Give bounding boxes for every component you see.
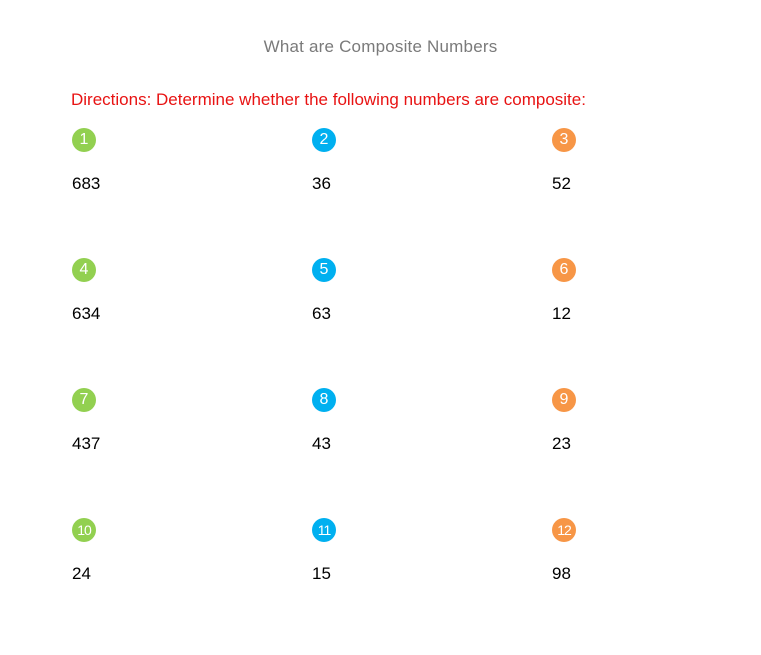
problem-item: 8 43: [312, 388, 512, 468]
problem-value: 43: [312, 434, 331, 453]
problem-number-badge: 3: [552, 128, 576, 152]
problem-item: 6 12: [552, 258, 752, 338]
problem-number-badge: 7: [72, 388, 96, 412]
problem-value: 683: [72, 174, 101, 193]
problem-number-badge: 5: [312, 258, 336, 282]
problem-item: 3 52: [552, 128, 752, 208]
problem-item: 5 63: [312, 258, 512, 338]
problem-item: 4 634: [72, 258, 272, 338]
problem-value: 437: [72, 434, 101, 453]
problem-value: 23: [552, 434, 571, 453]
problem-number-badge: 9: [552, 388, 576, 412]
problem-value: 52: [552, 174, 571, 193]
problem-item: 12 98: [552, 518, 752, 598]
problem-value: 36: [312, 174, 331, 193]
problem-grid: 1 683 2 36 3 52 4 634 5 63 6 12 7 437 8 …: [72, 128, 732, 608]
problem-number-badge: 10: [72, 518, 96, 542]
problem-number-badge: 11: [312, 518, 336, 542]
problem-value: 15: [312, 564, 331, 583]
problem-item: 10 24: [72, 518, 272, 598]
problem-value: 12: [552, 304, 571, 323]
problem-number-badge: 4: [72, 258, 96, 282]
problem-number-badge: 2: [312, 128, 336, 152]
problem-number-badge: 12: [552, 518, 576, 542]
directions-text: Directions: Determine whether the follow…: [71, 90, 586, 109]
problem-value: 63: [312, 304, 331, 323]
problem-item: 11 15: [312, 518, 512, 598]
problem-item: 7 437: [72, 388, 272, 468]
problem-number-badge: 1: [72, 128, 96, 152]
problem-value: 98: [552, 564, 571, 583]
problem-value: 24: [72, 564, 91, 583]
problem-number-badge: 6: [552, 258, 576, 282]
page-title: What are Composite Numbers: [263, 37, 498, 56]
problem-value: 634: [72, 304, 101, 323]
problem-item: 2 36: [312, 128, 512, 208]
problem-number-badge: 8: [312, 388, 336, 412]
problem-item: 1 683: [72, 128, 272, 208]
problem-item: 9 23: [552, 388, 752, 468]
